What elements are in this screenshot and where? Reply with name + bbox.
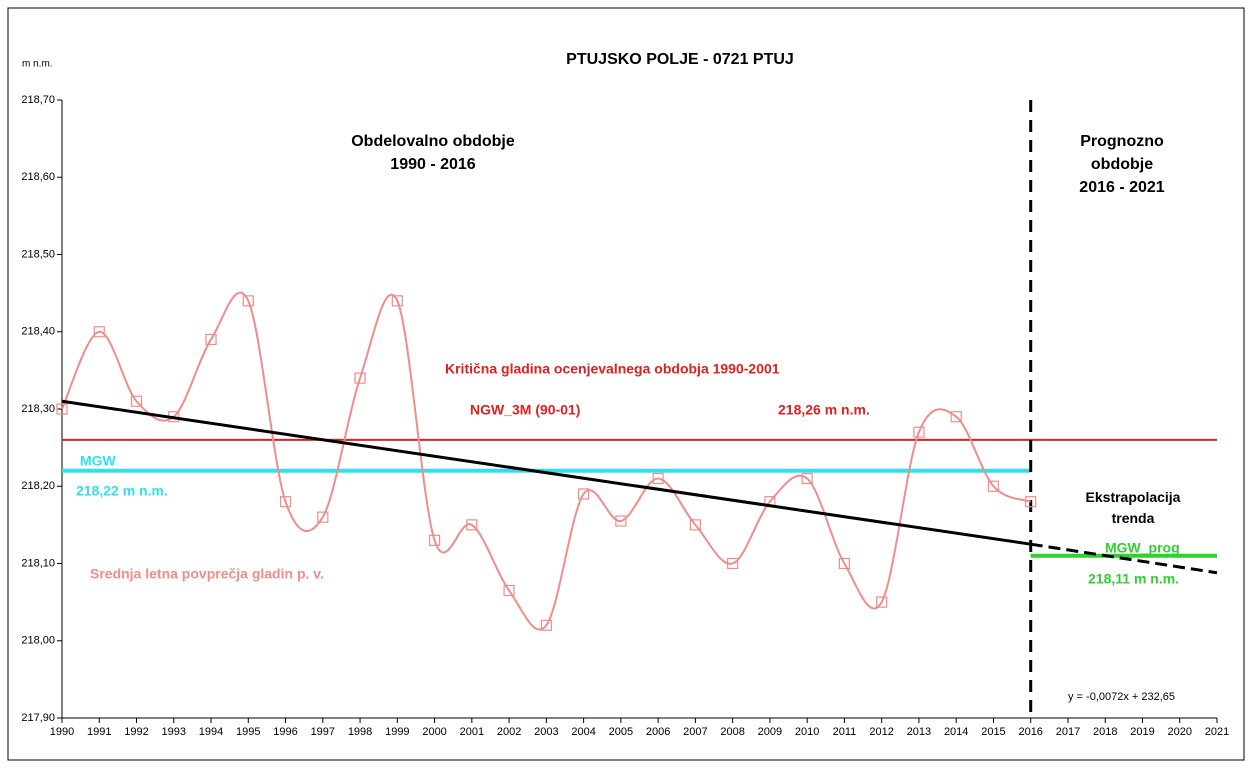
x-tick-label: 2018 [1093, 726, 1117, 738]
data-point [913, 426, 925, 438]
y-tick-label: 218,10 [21, 557, 55, 569]
x-tick-label: 1991 [87, 726, 111, 738]
x-tick-label: 2003 [534, 726, 558, 738]
x-tick-label: 1999 [385, 726, 409, 738]
x-tick-label: 2000 [422, 726, 446, 738]
annotation: Prognozno [1080, 133, 1164, 150]
x-tick-label: 2017 [1056, 726, 1080, 738]
data-point [689, 519, 701, 531]
data-point [354, 372, 366, 384]
x-tick-label: 1997 [311, 726, 335, 738]
data-point [130, 395, 143, 407]
data-point [838, 557, 851, 570]
x-tick-label: 1994 [199, 726, 223, 738]
x-tick-label: 2007 [683, 726, 707, 738]
data-point [801, 472, 813, 485]
data-point [652, 472, 664, 485]
x-tick-label: 2009 [758, 726, 782, 738]
y-tick-label: 218,40 [21, 326, 55, 338]
y-tick-label: 218,20 [21, 480, 55, 492]
annotation: 2016 - 2021 [1079, 179, 1165, 196]
x-tick-label: 1996 [273, 726, 297, 738]
series-line [61, 399, 1031, 546]
y-tick-label: 218,00 [21, 635, 55, 647]
data-point [540, 619, 552, 631]
x-tick-label: 2005 [609, 726, 633, 738]
chart-title: PTUJSKO POLJE - 0721 PTUJ [566, 51, 794, 68]
series-line [61, 291, 1032, 631]
data-point [727, 557, 739, 570]
x-tick-label: 2015 [981, 726, 1005, 738]
y-tick-label: 218,50 [21, 248, 55, 260]
annotation: Obdelovalno obdobje [351, 133, 515, 150]
reference-name: MGW_prog [1105, 540, 1180, 556]
data-point [876, 596, 888, 608]
data-point [503, 584, 515, 597]
annotation: y = -0,0072x + 232,65 [1068, 691, 1175, 703]
y-tick-label: 217,90 [21, 712, 55, 724]
data-point [391, 295, 403, 307]
x-tick-label: 2011 [833, 726, 857, 738]
y-tick-label: 218,70 [21, 94, 55, 106]
x-tick-label: 2013 [907, 726, 931, 738]
data-point [466, 519, 478, 531]
x-tick-label: 1998 [348, 726, 372, 738]
annotation: Kritična gladina ocenjevalnega obdobja 1… [445, 361, 780, 377]
data-point [987, 480, 1000, 492]
data-point [615, 515, 627, 527]
data-point [950, 411, 962, 423]
x-tick-label: 2014 [944, 726, 968, 738]
series-label: Ekstrapolacija trenda [1086, 489, 1181, 526]
x-tick-label: 2016 [1018, 726, 1042, 738]
x-tick-label: 2010 [795, 726, 819, 738]
x-tick-label: 2002 [497, 726, 521, 738]
x-tick-label: 2019 [1130, 726, 1154, 738]
x-tick-label: 1993 [162, 726, 186, 738]
chart-border [7, 7, 1245, 761]
x-tick-label: 2012 [869, 726, 893, 738]
y-tick-label: 218,30 [21, 403, 55, 415]
x-tick-label: 2004 [571, 726, 595, 738]
data-point [428, 534, 441, 546]
x-tick-label: 2020 [1167, 726, 1191, 738]
data-point [242, 295, 254, 307]
series-line [1030, 542, 1218, 575]
reference-label: 218,26 m n.m. [778, 402, 870, 418]
x-tick-label: 1990 [50, 726, 74, 738]
x-tick-label: 2006 [646, 726, 670, 738]
data-point [56, 403, 68, 415]
data-point [205, 333, 217, 346]
x-tick-label: 2001 [460, 726, 484, 738]
data-point [93, 326, 105, 338]
annotation: obdobje [1091, 156, 1153, 173]
data-point [578, 488, 590, 500]
x-tick-label: 2021 [1205, 726, 1229, 738]
x-tick-label: 1992 [124, 726, 148, 738]
data-point [279, 496, 292, 508]
data-point [317, 511, 329, 523]
reference-name: MGW [80, 453, 117, 469]
x-tick-label: 1995 [236, 726, 260, 738]
reference-name: NGW_3M (90-01) [470, 402, 580, 418]
y-tick-label: 218,60 [21, 171, 55, 183]
data-point [1025, 496, 1037, 508]
annotation: 1990 - 2016 [390, 156, 476, 173]
reference-label: 218,22 m n.m. [76, 483, 168, 499]
y-unit: m n.m. [22, 59, 53, 70]
x-tick-label: 2008 [720, 726, 744, 738]
series-label: Srednja letna povprečja gladin p. v. [90, 566, 324, 582]
reference-label: 218,11 m n.m. [1088, 571, 1179, 587]
